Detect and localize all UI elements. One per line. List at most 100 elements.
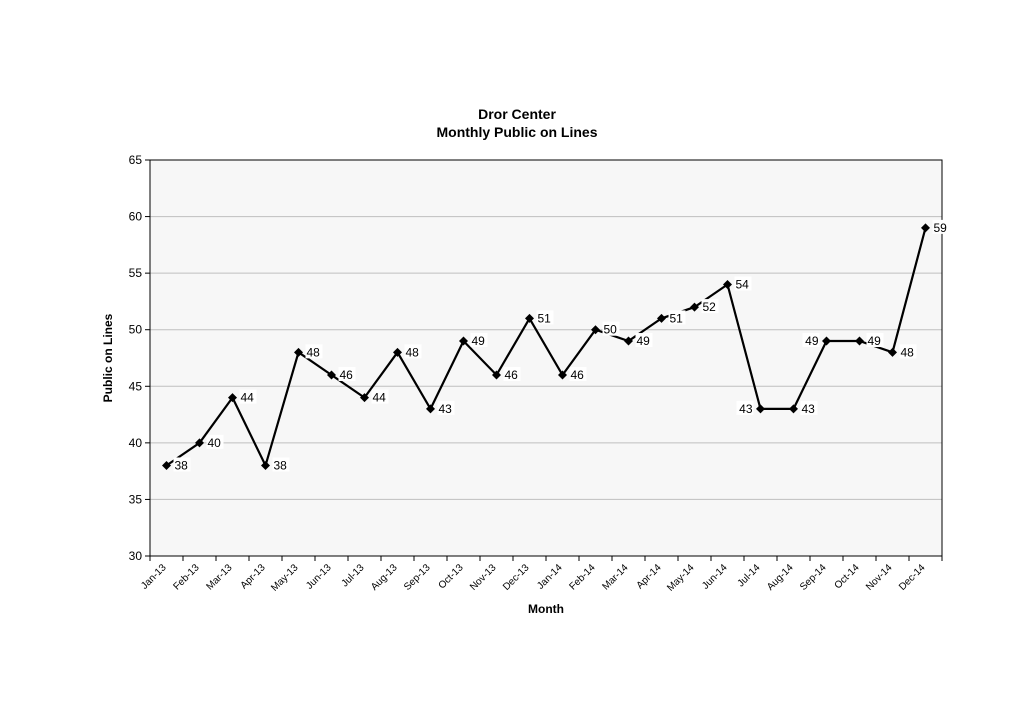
x-tick-label: Mar-13 (204, 562, 234, 592)
data-point-marker (459, 336, 468, 346)
data-point-marker (921, 223, 930, 233)
data-label: 43 (739, 402, 753, 416)
data-label-bg (173, 457, 191, 472)
x-tick-label: Feb-13 (171, 562, 201, 592)
data-label: 48 (307, 345, 321, 359)
data-label-bg (437, 400, 455, 415)
data-label: 59 (934, 221, 948, 235)
gridlines (150, 216, 942, 500)
data-point-marker (426, 404, 435, 414)
series-line-layer (165, 227, 927, 469)
data-label: 49 (868, 334, 882, 348)
data-point-marker (195, 438, 204, 448)
x-tick-label: Jan-13 (139, 562, 169, 592)
data-label: 44 (373, 391, 387, 405)
y-axis-ticks: 30 35 40 45 50 55 60 65 (129, 153, 150, 563)
data-label-bg (338, 366, 356, 381)
data-point-marker (558, 370, 567, 380)
y-tick-label: 55 (129, 266, 143, 280)
x-tick-label: Apr-13 (239, 562, 268, 591)
data-point-marker (591, 325, 600, 335)
data-label-bg (736, 400, 754, 415)
x-tick-label: Jul-14 (736, 562, 763, 589)
x-axis-title: Month (528, 602, 564, 616)
data-label: 54 (736, 277, 750, 291)
data-label: 49 (805, 334, 819, 348)
data-label-bg (800, 400, 818, 415)
data-label: 43 (439, 402, 453, 416)
data-point-marker (690, 302, 699, 312)
x-tick-label: Aug-13 (369, 562, 400, 593)
y-tick-label: 45 (129, 379, 143, 393)
data-label-bg (899, 344, 917, 359)
data-label: 43 (802, 402, 816, 416)
plot-border (149, 159, 943, 557)
data-label: 44 (241, 391, 255, 405)
data-label: 38 (175, 458, 189, 472)
x-tick-label: Sep-13 (402, 562, 433, 593)
x-tick-label: Apr-14 (635, 562, 664, 591)
y-tick-label: 30 (129, 549, 143, 563)
data-label: 51 (670, 311, 684, 325)
x-tick-label: Jul-13 (340, 562, 367, 589)
data-point-marker (492, 370, 501, 380)
x-tick-label: Dec-14 (897, 562, 928, 593)
data-label-bg (569, 366, 587, 381)
data-label-bg (802, 333, 820, 348)
x-tick-label: Dec-13 (501, 562, 532, 593)
data-point-marker (855, 336, 864, 346)
data-label: 38 (274, 458, 288, 472)
x-tick-label: Oct-14 (833, 562, 862, 591)
data-point-marker (294, 347, 303, 357)
data-label: 40 (208, 436, 222, 450)
data-label: 46 (340, 368, 354, 382)
data-point-marker (789, 404, 798, 414)
x-tick-label: Nov-14 (864, 562, 895, 593)
data-point-marker (822, 336, 831, 346)
x-tick-label: Jun-13 (304, 562, 334, 592)
data-label: 50 (604, 323, 618, 337)
data-label-bg (701, 299, 719, 314)
data-label-bg (470, 333, 488, 348)
data-label: 52 (703, 300, 717, 314)
y-tick-label: 40 (129, 436, 143, 450)
data-point-marker (723, 279, 732, 289)
data-label-bg (866, 333, 884, 348)
data-label: 51 (538, 311, 552, 325)
data-point-marker (228, 393, 237, 403)
y-axis-title: Public on Lines (101, 313, 115, 402)
data-label-bg (305, 344, 323, 359)
data-labels: 38 40 44 38 48 46 44 48 43 49 46 51 46 50 49 51 52 54 43 43… (173, 219, 950, 472)
data-label-bg (536, 310, 554, 325)
x-tick-label: Aug-14 (765, 562, 796, 593)
x-tick-label: May-14 (665, 562, 697, 594)
x-axis-ticks: Jan-13 Feb-13 Mar-13 Apr-13 May-13 Jun-13 Jul-… (139, 556, 943, 594)
data-label-bg (932, 219, 950, 234)
y-tick-label: 35 (129, 492, 143, 506)
data-point-marker (360, 393, 369, 403)
y-tick-label: 60 (129, 210, 143, 224)
data-point-marker (261, 460, 270, 470)
data-point-marker (393, 347, 402, 357)
x-tick-label: Jun-14 (700, 562, 730, 592)
data-point-marker (327, 370, 336, 380)
data-label: 48 (406, 345, 420, 359)
data-label-bg (602, 321, 620, 336)
y-tick-label: 50 (129, 323, 143, 337)
chart-subtitle: Monthly Public on Lines (437, 124, 598, 140)
data-point-marker (525, 313, 534, 323)
series-line (165, 227, 927, 469)
data-label-bg (272, 457, 290, 472)
data-markers (162, 223, 930, 470)
data-label: 49 (637, 334, 651, 348)
data-label-bg (239, 389, 257, 404)
x-tick-label: Oct-13 (437, 562, 466, 591)
data-point-marker (657, 313, 666, 323)
data-label-bg (635, 333, 653, 348)
x-tick-label: Mar-14 (600, 562, 630, 592)
x-tick-label: May-13 (269, 562, 301, 594)
plot-area (150, 160, 942, 556)
data-label: 49 (472, 334, 486, 348)
data-point-marker (756, 404, 765, 414)
